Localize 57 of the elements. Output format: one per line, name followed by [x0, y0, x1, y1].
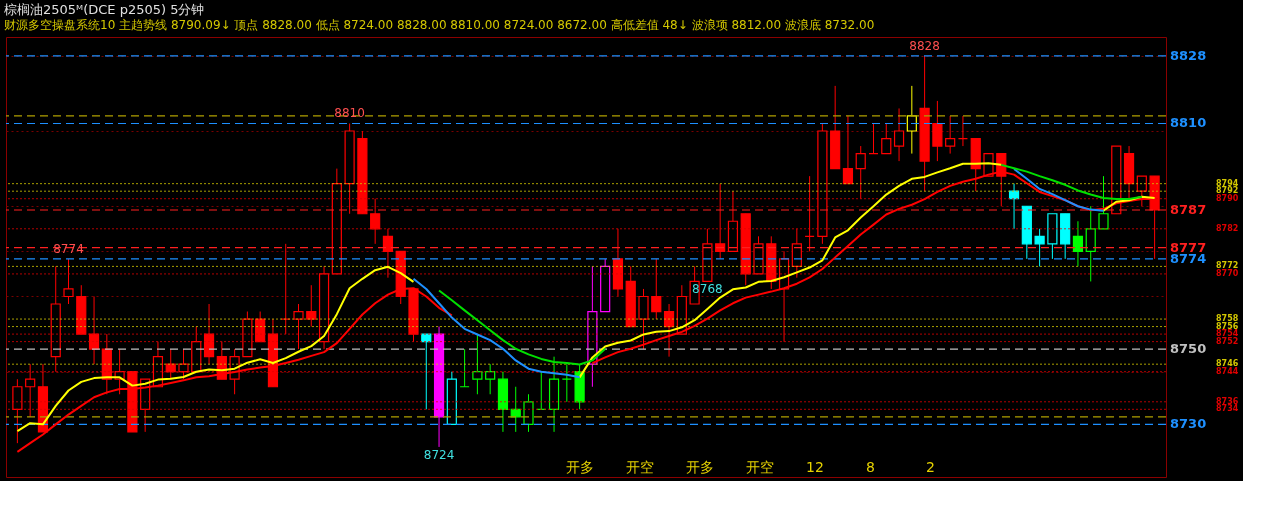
ref-line-label: 8828 [1170, 47, 1207, 63]
candlestick [472, 333, 483, 395]
candlestick [842, 115, 854, 185]
candlestick [382, 228, 394, 279]
ref-line-label: 8754 [1216, 329, 1239, 339]
annotation: 8810 [334, 106, 365, 121]
annotation: 开多 [686, 459, 714, 475]
candlestick [485, 363, 496, 395]
ref-line-label: 8746 [1216, 359, 1239, 369]
candlestick [651, 258, 662, 320]
candlestick [25, 363, 36, 418]
ref-line-label: 8730 [1170, 416, 1207, 432]
candlestick [855, 145, 866, 200]
ref-line-label: 8744 [1216, 366, 1239, 376]
annotation: 8724 [423, 447, 455, 462]
candlestick [638, 288, 649, 350]
ref-line-label: 8752 [1216, 336, 1239, 346]
candlestick [306, 284, 317, 328]
annotation: 开多 [566, 459, 594, 475]
candlestick [63, 258, 74, 305]
ref-line-label: 8758 [1216, 314, 1239, 324]
ref-line-label: 8777 [1170, 239, 1207, 255]
annotation: 开空 [746, 459, 774, 475]
ref-line-label: 8782 [1216, 223, 1239, 233]
candlestick [1098, 175, 1109, 230]
annotation: 8828 [909, 38, 940, 53]
annotation: 12 [806, 459, 824, 475]
candlestick [1085, 205, 1096, 282]
candlestick [1136, 175, 1147, 207]
candlestick [12, 378, 23, 444]
ref-line-label: 8792 [1216, 186, 1239, 196]
candlestick [945, 115, 956, 155]
candlestick [932, 100, 943, 162]
candlestick [293, 303, 304, 350]
ref-line-label: 8794 [1216, 178, 1239, 188]
candlestick [523, 393, 534, 433]
ref-line-label: 8810 [1170, 115, 1207, 131]
ref-line-label: 8756 [1216, 321, 1239, 331]
ref-line-label: 8750 [1170, 341, 1207, 357]
annotation: 开空 [626, 459, 654, 475]
candlestick [1072, 220, 1084, 267]
ref-line-label: 8734 [1216, 404, 1239, 414]
chart-subtitle: 财源多空操盘系统10 主趋势线 8790.09↓ 顶点 8828.00 低点 8724.00 8828.00 8810.00 8724.00 8672.00 高低差值 48↓ 波浪项 8812.00 波浪底 8732.00 [4, 18, 875, 32]
ref-line-label: 8772 [1216, 261, 1239, 271]
candlestick [370, 198, 381, 245]
ref-line-label: 8736 [1216, 396, 1239, 406]
ref-line-label: 8790 [1216, 193, 1239, 203]
candlestick [881, 123, 892, 155]
annotation: 2 [926, 459, 935, 475]
chart-title: 棕榈油2505ᴹ(DCE p2505) 5分钟 [4, 2, 205, 17]
candlestick [1034, 228, 1045, 267]
ref-line-label: 8787 [1170, 201, 1207, 217]
ref-line-label: 8770 [1216, 268, 1239, 278]
candlestick [715, 183, 726, 260]
annotation: 8 [866, 459, 875, 475]
candlestick [906, 85, 917, 155]
candlestick [893, 107, 905, 162]
